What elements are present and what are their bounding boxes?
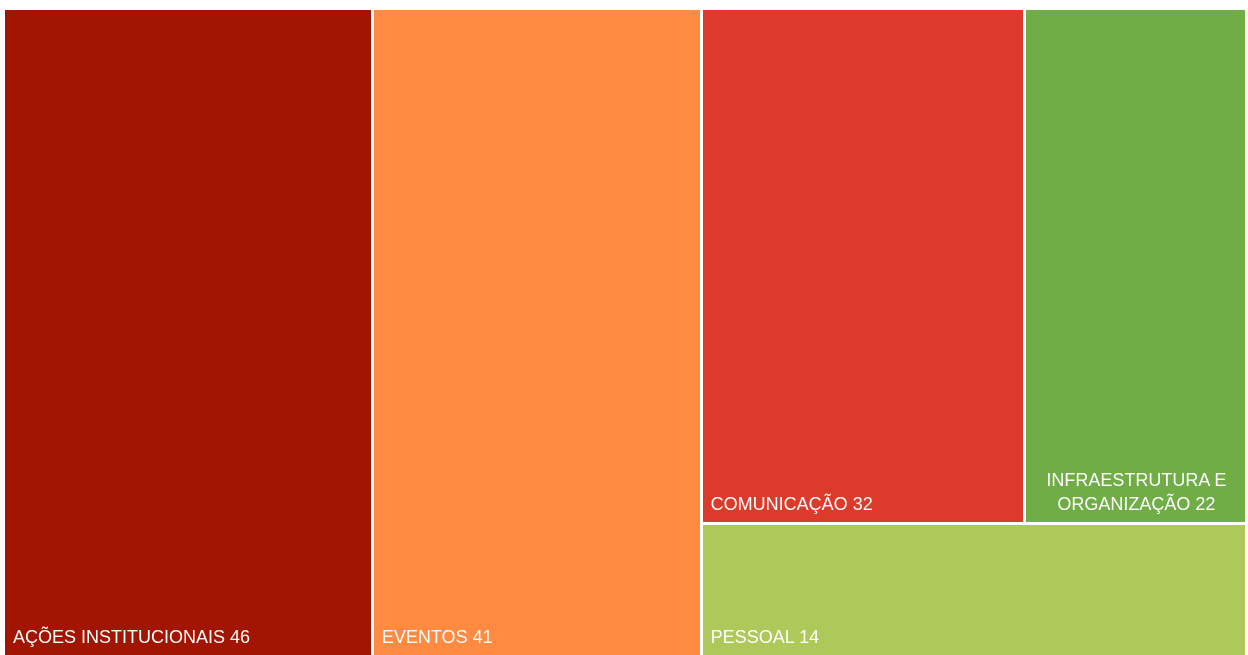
treemap-tile: PESSOAL 14 [702, 524, 1245, 655]
value-label: 14 [799, 626, 820, 647]
treemap-tile: EVENTOS 41 [373, 10, 700, 655]
treemap-tile: INFRAESTRUTURA E ORGANIZAÇÃO 22 [1025, 10, 1245, 522]
category-label: EVENTOS [381, 627, 468, 647]
tile-label: AÇÕES INSTITUCIONAIS 46 [13, 625, 365, 649]
tile-label: INFRAESTRUTURA E ORGANIZAÇÃO 22 [1034, 468, 1239, 516]
category-label: PESSOAL [710, 626, 795, 647]
category-label: INFRAESTRUTURA E ORGANIZAÇÃO [1046, 469, 1227, 514]
value-label: 46 [230, 627, 251, 647]
treemap-tile: COMUNICAÇÃO 32 [702, 10, 1023, 522]
tile-label: EVENTOS 41 [382, 625, 694, 649]
value-label: 32 [852, 493, 873, 514]
value-label: 41 [472, 627, 493, 647]
category-label: AÇÕES INSTITUCIONAIS [13, 627, 226, 647]
value-label: 22 [1195, 493, 1216, 514]
tile-label: PESSOAL 14 [711, 625, 1239, 649]
treemap-tile: AÇÕES INSTITUCIONAIS 46 [5, 10, 371, 655]
tile-label: COMUNICAÇÃO 32 [711, 492, 1017, 516]
category-label: COMUNICAÇÃO [710, 493, 848, 514]
